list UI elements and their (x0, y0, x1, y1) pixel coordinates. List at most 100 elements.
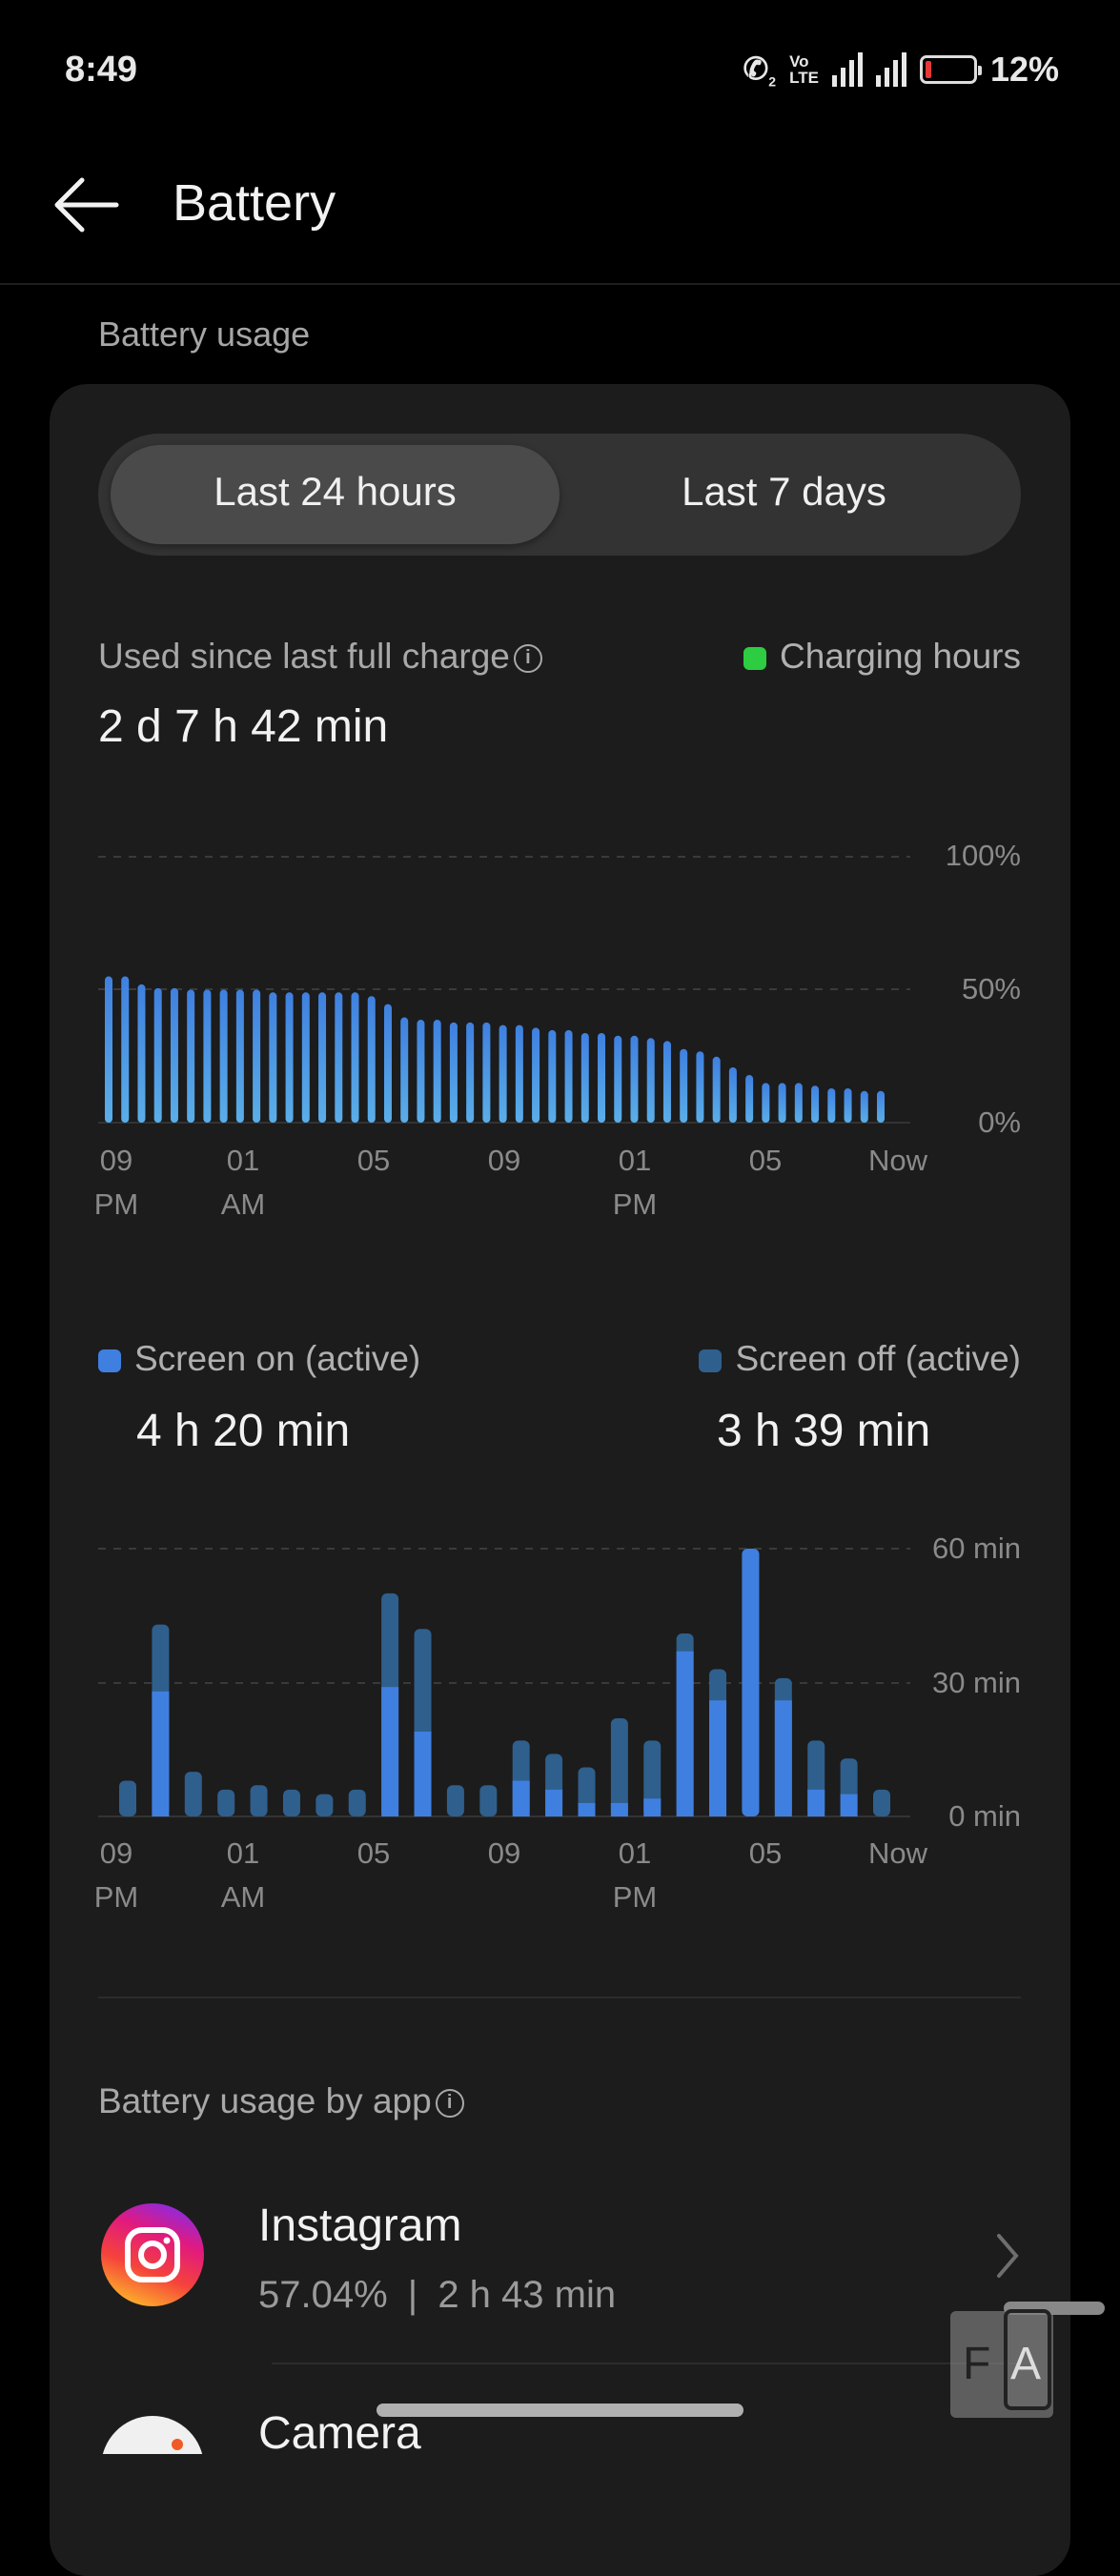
app-time: 2 h 43 min (438, 2274, 617, 2316)
battery-level-bar (466, 1022, 475, 1123)
page-title: Battery (173, 174, 336, 232)
screen-on-bar (676, 1651, 694, 1816)
battery-level-bar (580, 1032, 589, 1123)
battery-level-bar (219, 989, 228, 1123)
screen-on-bar (414, 1732, 432, 1816)
battery-level-bar (712, 1056, 721, 1123)
screen-time-chart (98, 1548, 910, 1817)
x-tick: 05 (331, 1139, 417, 1183)
status-time: 8:49 (65, 50, 138, 90)
screen-off-bar (282, 1789, 300, 1816)
battery-percent: 12% (989, 50, 1059, 89)
battery-level-bar (877, 1090, 885, 1123)
battery-level-bar (662, 1041, 671, 1123)
screen-on-bar (774, 1700, 792, 1816)
battery-level-bar (400, 1017, 409, 1123)
battery-level-bar (794, 1083, 803, 1123)
screen-on-value: 4 h 20 min (136, 1406, 351, 1456)
screen-on-bar (807, 1789, 825, 1816)
battery-level-bar (121, 976, 130, 1123)
battery-level-bar (614, 1035, 622, 1123)
y-tick: 30 min (931, 1666, 1021, 1699)
tab-last-7-days[interactable]: Last 7 days (682, 469, 886, 514)
volte-icon: Vo LTE (789, 52, 819, 87)
battery-level-bar (532, 1027, 540, 1123)
x-tick: 09 (461, 1139, 547, 1183)
battery-level-bar (318, 992, 327, 1123)
y-tick: 0% (978, 1105, 1021, 1139)
screen-off-bar (643, 1740, 662, 1816)
x-tick: 09 PM (73, 1139, 159, 1227)
x-tick-label: 01 (226, 1144, 260, 1177)
battery-level-bar (235, 989, 244, 1123)
chevron-right-icon (997, 2234, 1019, 2278)
app-usage-title: Battery usage by app i (98, 2081, 464, 2121)
battery-level-bar (860, 1090, 868, 1123)
battery-level-bar (646, 1038, 655, 1123)
x-tick: 01 PM (592, 1139, 678, 1227)
status-icons: ✆2 Vo LTE 12% (743, 50, 1059, 90)
x-tick-label: 09 (487, 1836, 521, 1870)
battery-level-bar (137, 984, 146, 1123)
usage-summary-value: 2 d 7 h 42 min (98, 701, 389, 752)
battery-level-bar (548, 1029, 557, 1123)
x-tick: 05 (723, 1832, 808, 1876)
x-tick-sublabel: PM (93, 1880, 139, 1914)
screen-on-legend: Screen on (active) (98, 1339, 420, 1379)
x-tick: 01 AM (200, 1139, 286, 1227)
screen-on-bar (381, 1687, 399, 1816)
info-icon[interactable]: i (513, 644, 542, 674)
x-tick-label: 01 (226, 1836, 260, 1870)
x-tick: 05 (331, 1832, 417, 1876)
floating-translate-button[interactable]: F A (950, 2302, 1105, 2418)
home-indicator[interactable] (377, 2404, 743, 2417)
screen-off-label: Screen off (active) (735, 1339, 1021, 1378)
overlay-letter-a: A (1010, 2339, 1042, 2389)
x-tick-label: 05 (356, 1144, 391, 1177)
screen-on-bar (610, 1802, 628, 1816)
screen-off-legend: Screen off (active) (699, 1339, 1021, 1379)
x-tick: Now (855, 1139, 941, 1183)
battery-level-bar (728, 1066, 737, 1123)
info-icon[interactable]: i (435, 2089, 464, 2119)
screen-on-label: Screen on (active) (134, 1339, 421, 1378)
screen-on-bar (545, 1789, 563, 1816)
section-divider (98, 1997, 1021, 1998)
battery-level-bar (203, 989, 212, 1123)
screen-on-bar (512, 1780, 530, 1816)
battery-level-bar (778, 1083, 786, 1123)
section-title: Battery usage (98, 314, 311, 354)
usage-summary-label: Used since last full charge i (98, 637, 542, 677)
screen-off-bar (119, 1780, 136, 1816)
screen-on-bar (742, 1549, 760, 1816)
signal-icon-2 (875, 52, 906, 87)
x-tick-label: 09 (99, 1144, 133, 1177)
x-tick-label: 09 (99, 1836, 133, 1870)
screen-off-bar (348, 1789, 366, 1816)
battery-card (50, 384, 1070, 2576)
battery-level-chart (98, 856, 910, 1124)
battery-icon (919, 55, 982, 84)
battery-level-bar (762, 1083, 770, 1123)
back-button[interactable] (50, 172, 122, 238)
battery-level-bar (351, 992, 359, 1123)
battery-level-bar (482, 1022, 491, 1123)
battery-level-bar (285, 992, 294, 1123)
battery-level-bar (170, 987, 178, 1123)
battery-level-bar (745, 1075, 754, 1123)
battery-level-bar (564, 1029, 573, 1123)
tab-last-24-hours[interactable]: Last 24 hours (214, 469, 457, 514)
battery-level-bar (449, 1022, 458, 1123)
battery-level-bar (367, 996, 376, 1123)
screen-on-bar (840, 1794, 858, 1816)
y-tick: 0 min (948, 1799, 1021, 1833)
battery-level-bar (335, 992, 343, 1123)
x-tick-sublabel: PM (612, 1880, 658, 1914)
screen-off-dot-icon (699, 1349, 723, 1373)
battery-level-bar (417, 1020, 425, 1123)
battery-level-bar (598, 1032, 606, 1123)
charging-legend-label: Charging hours (780, 637, 1021, 676)
x-tick-sublabel: AM (220, 1187, 266, 1221)
signal-icon (831, 52, 863, 87)
battery-level-bar (301, 992, 310, 1123)
